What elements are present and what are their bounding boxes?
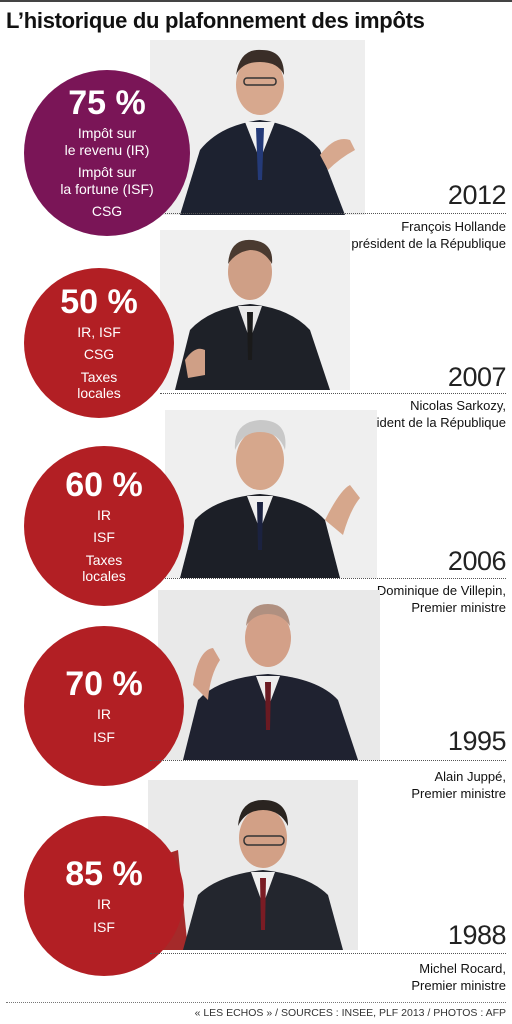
tax-label: CSG — [83, 346, 115, 362]
person-role: président de la République — [351, 236, 506, 251]
tax-label: IR — [97, 706, 111, 722]
entry-2007: 50 % IR, ISF CSG Taxes locales 2007 Nico… — [0, 230, 512, 430]
tax-label: Taxes — [80, 368, 118, 385]
dotted-divider — [150, 953, 506, 954]
person-name: Nicolas Sarkozy, — [410, 398, 506, 413]
cap-percent: 50 % — [60, 282, 138, 321]
tax-label: ISF — [93, 728, 115, 745]
person-caption: Alain Juppé, Premier ministre — [411, 768, 506, 802]
dotted-divider — [165, 213, 506, 214]
tax-label: locales — [77, 385, 121, 401]
tax-label: ISF — [93, 918, 115, 935]
year-label: 1988 — [447, 920, 507, 950]
entry-1988: 85 % IR ISF 1988 Michel Rocard, Premier … — [0, 780, 512, 993]
person-caption: Nicolas Sarkozy, président de la Républi… — [351, 397, 506, 431]
cap-circle: 50 % IR, ISF CSG Taxes locales — [24, 268, 174, 418]
person-name: Dominique de Villepin, — [376, 583, 506, 598]
cap-percent: 60 % — [65, 465, 143, 504]
person-role: Premier ministre — [411, 600, 506, 615]
tax-label: Impôt sur — [77, 125, 137, 142]
footer-divider — [6, 1002, 506, 1003]
portrait-photo-hollande — [150, 40, 365, 215]
year-label: 1995 — [447, 726, 507, 756]
portrait-photo-villepin — [165, 410, 377, 578]
person-name: Michel Rocard, — [419, 961, 506, 976]
person-role: président de la République — [351, 415, 506, 430]
person-name: Alain Juppé, — [434, 769, 506, 784]
page-title: L’historique du plafonnement des impôts — [6, 8, 425, 33]
dotted-divider — [165, 578, 506, 579]
tax-label: Impôt sur — [77, 164, 137, 181]
tax-label: IR — [97, 506, 111, 523]
top-rule — [0, 0, 512, 2]
tax-label: le revenu (IR) — [64, 141, 150, 158]
tax-label: CSG — [91, 203, 123, 220]
tax-label: la fortune (ISF) — [60, 180, 154, 197]
dotted-divider — [150, 760, 506, 761]
portrait-photo-juppe — [158, 590, 380, 760]
source-credit: « LES ECHOS » / SOURCES : INSEE, PLF 201… — [194, 1007, 506, 1019]
tax-label: IR, ISF — [77, 323, 121, 340]
person-caption: Dominique de Villepin, Premier ministre — [377, 582, 506, 616]
person-role: Premier ministre — [411, 978, 506, 993]
entry-1995: 70 % IR ISF 1995 Alain Juppé, Premier mi… — [0, 590, 512, 801]
cap-percent: 85 % — [65, 855, 143, 893]
cap-circle: 60 % IR ISF Taxes locales — [24, 446, 184, 606]
person-role: Premier ministre — [411, 786, 506, 801]
tax-label: ISF — [93, 529, 115, 545]
person-name: François Hollande — [401, 219, 506, 234]
year-label: 2007 — [447, 362, 507, 392]
cap-circle: 85 % IR ISF — [24, 816, 184, 976]
person-caption: François Hollande président de la Républ… — [351, 218, 506, 252]
entry-2012: 75 % Impôt sur le revenu (IR) Impôt sur … — [0, 40, 512, 251]
portrait-photo-rocard — [148, 780, 358, 950]
cap-percent: 75 % — [68, 84, 146, 123]
cap-circle: 70 % IR ISF — [24, 626, 184, 786]
portrait-photo-sarkozy — [160, 230, 350, 390]
cap-circle: 75 % Impôt sur le revenu (IR) Impôt sur … — [24, 70, 190, 236]
year-label: 2012 — [447, 180, 507, 210]
entry-2006: 60 % IR ISF Taxes locales 2006 Dominique… — [0, 410, 512, 615]
year-label: 2006 — [447, 546, 507, 576]
dotted-divider — [160, 393, 506, 394]
tax-label: IR — [97, 896, 111, 912]
tax-label: Taxes — [85, 551, 123, 568]
person-caption: Michel Rocard, Premier ministre — [411, 960, 506, 994]
tax-label: locales — [82, 568, 126, 584]
cap-percent: 70 % — [65, 665, 143, 703]
